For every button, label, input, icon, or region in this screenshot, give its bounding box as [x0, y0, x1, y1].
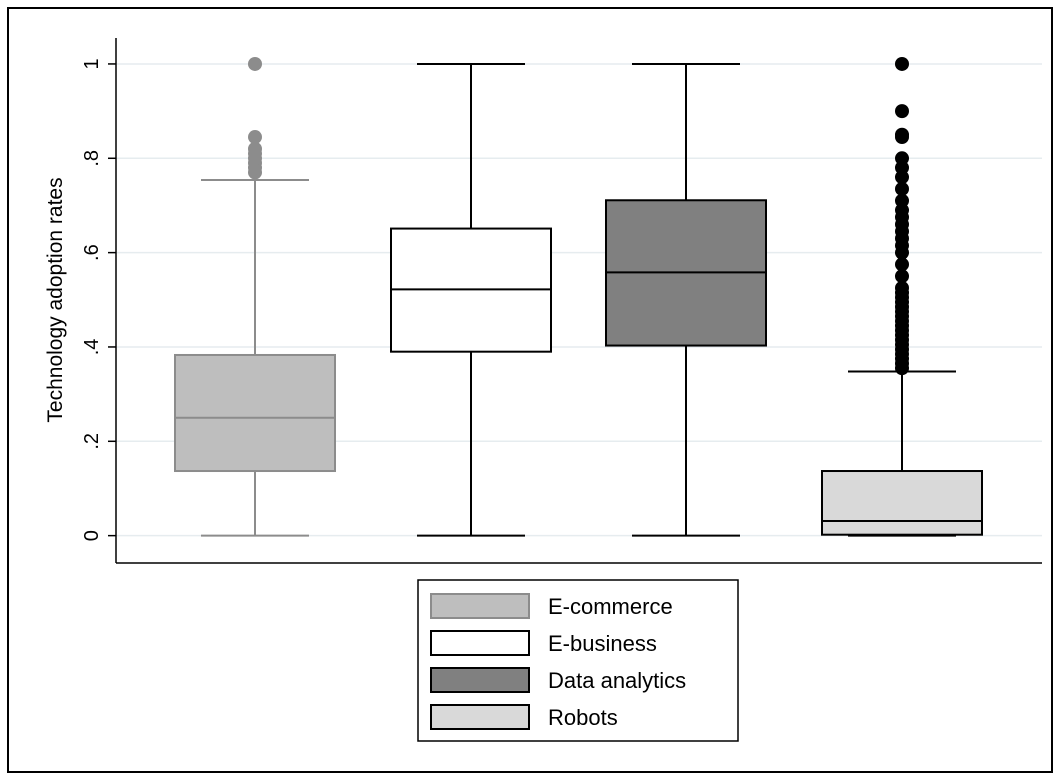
- outlier-point: [248, 56, 262, 71]
- outlier-point: [895, 127, 909, 142]
- y-tick-label: .6: [81, 244, 103, 261]
- boxes: [174, 56, 983, 537]
- axes: [115, 38, 1042, 564]
- outlier-point: [895, 151, 909, 166]
- y-tick-label: 1: [81, 58, 103, 69]
- outlier-point: [895, 56, 909, 71]
- legend: E-commerce E-business Data analytics Robots: [417, 579, 739, 742]
- outlier-point: [248, 130, 262, 145]
- legend-swatch: [430, 593, 530, 619]
- outlier-point: [895, 269, 909, 284]
- outlier-point: [895, 181, 909, 196]
- legend-label: E-business: [548, 631, 657, 656]
- legend-label: Robots: [548, 705, 618, 730]
- legend-swatch: [430, 704, 530, 730]
- y-tick-label: .4: [81, 339, 103, 356]
- y-ticks: 0 .2 .4 .6 .8 1: [81, 58, 116, 541]
- outlier-point: [895, 281, 909, 295]
- box-series: [605, 62, 767, 537]
- legend-label: Data analytics: [548, 668, 686, 693]
- legend-label: E-commerce: [548, 594, 673, 619]
- legend-swatch: [430, 630, 530, 656]
- iqr-box: [174, 353, 336, 473]
- box-series: [390, 62, 552, 537]
- y-tick-label: .8: [81, 150, 103, 167]
- box-series: [821, 56, 983, 537]
- outlier-point: [248, 141, 262, 156]
- legend-swatch: [430, 667, 530, 693]
- y-tick-label: .2: [81, 433, 103, 450]
- outlier-point: [895, 193, 909, 208]
- box-series: [174, 56, 336, 537]
- outlier-point: [895, 257, 909, 272]
- iqr-box: [821, 470, 983, 536]
- y-axis-title: Technology adoption rates: [44, 177, 67, 422]
- outlier-point: [895, 104, 909, 119]
- y-tick-label: 0: [81, 530, 103, 541]
